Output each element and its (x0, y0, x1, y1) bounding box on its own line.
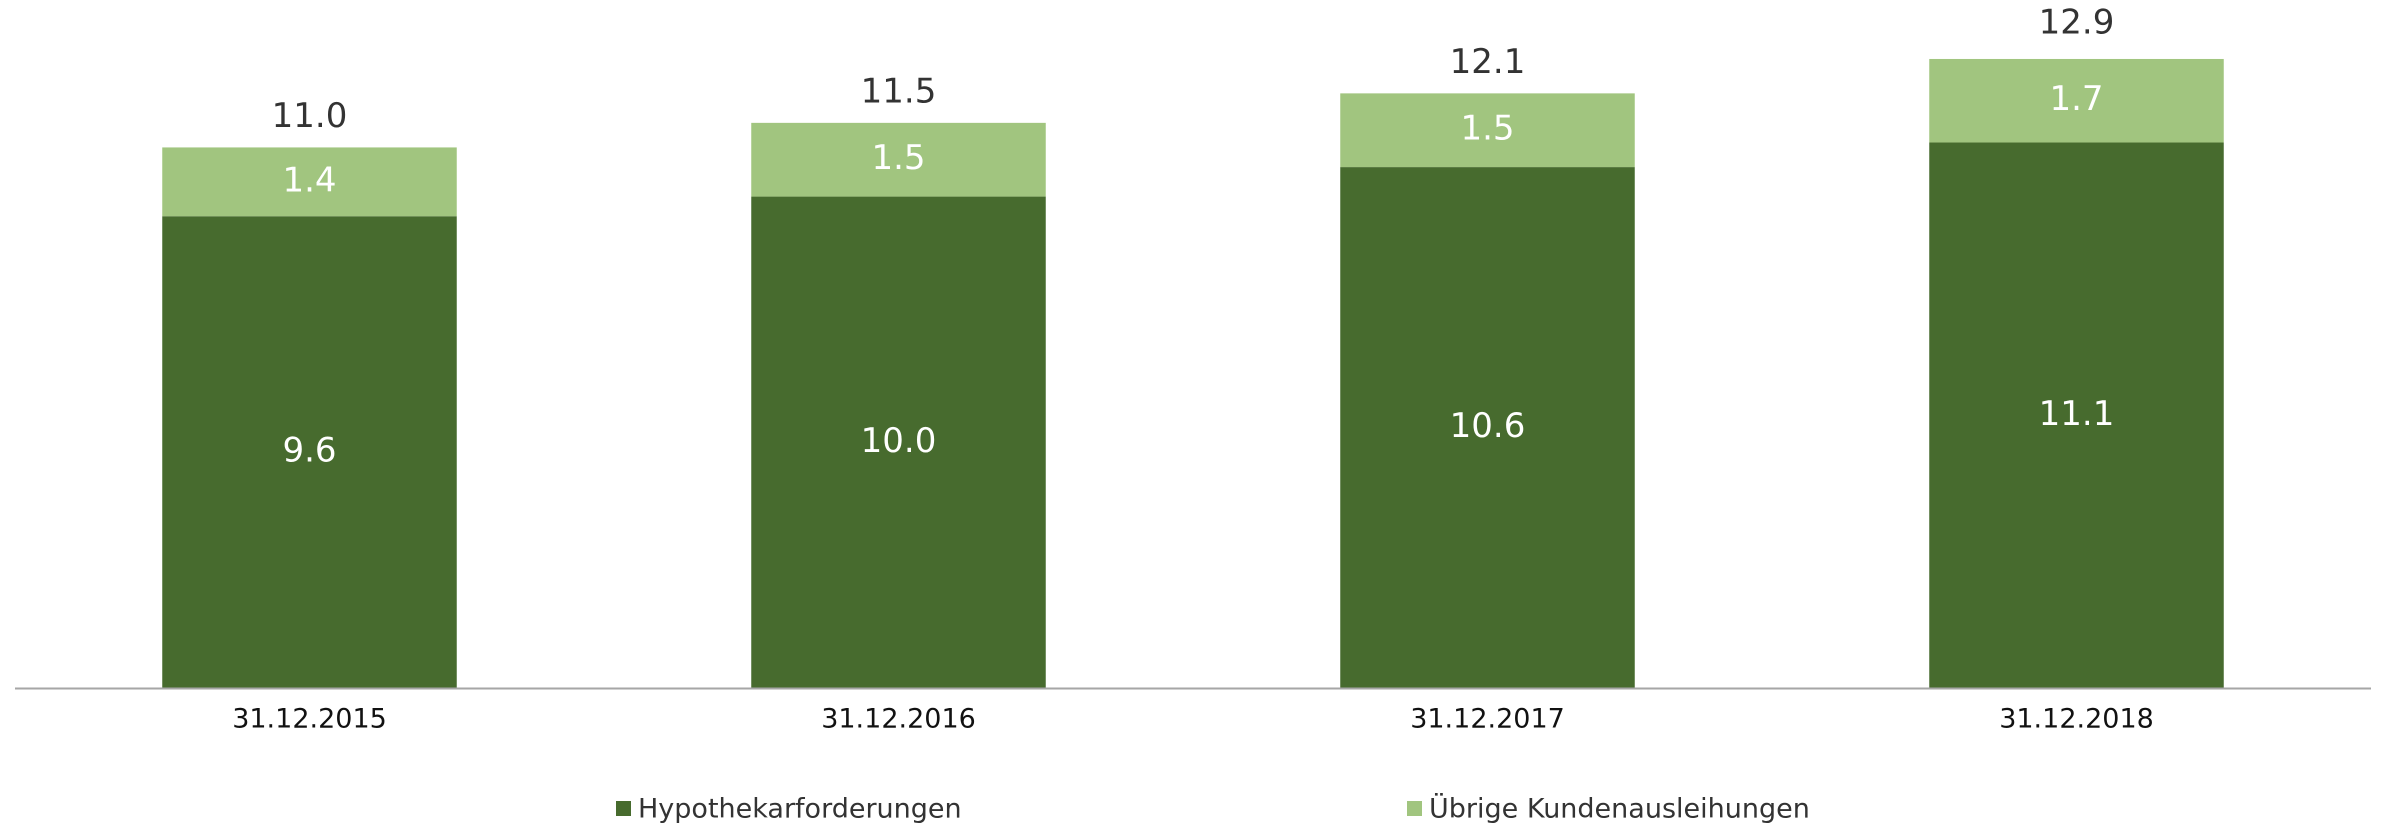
data-label: 10.6 (1450, 406, 1526, 446)
total-label: 11.0 (272, 96, 348, 136)
data-label: 1.7 (2049, 79, 2103, 119)
bar-segment (1340, 93, 1635, 168)
data-label: 1.5 (1460, 109, 1514, 149)
x-tick-label: 31.12.2016 (821, 704, 976, 735)
bar-segment (162, 147, 457, 217)
bar-segment (1929, 142, 2224, 688)
bar-segment (1929, 58, 2224, 143)
data-label: 9.6 (282, 431, 336, 471)
bar-segment (162, 216, 457, 688)
data-label: 10.0 (861, 421, 937, 461)
bar-segment (751, 196, 1046, 689)
data-label: 1.5 (871, 138, 925, 178)
x-tick-label: 31.12.2018 (1999, 704, 2154, 735)
total-label: 11.5 (861, 71, 937, 111)
data-label: 11.1 (2039, 394, 2115, 434)
legend-swatch (616, 801, 631, 816)
total-label: 12.1 (1450, 42, 1526, 82)
legend-swatch (1407, 801, 1422, 816)
legend-label: Hypothekarforderungen (638, 794, 962, 825)
bar-segment (751, 122, 1046, 197)
legend-label: Übrige Kundenausleihungen (1429, 793, 1810, 825)
x-tick-label: 31.12.2015 (232, 704, 387, 735)
bar-segment (1340, 167, 1635, 689)
total-label: 12.9 (2039, 3, 2115, 43)
x-tick-label: 31.12.2017 (1410, 704, 1565, 735)
data-label: 1.4 (282, 160, 336, 200)
